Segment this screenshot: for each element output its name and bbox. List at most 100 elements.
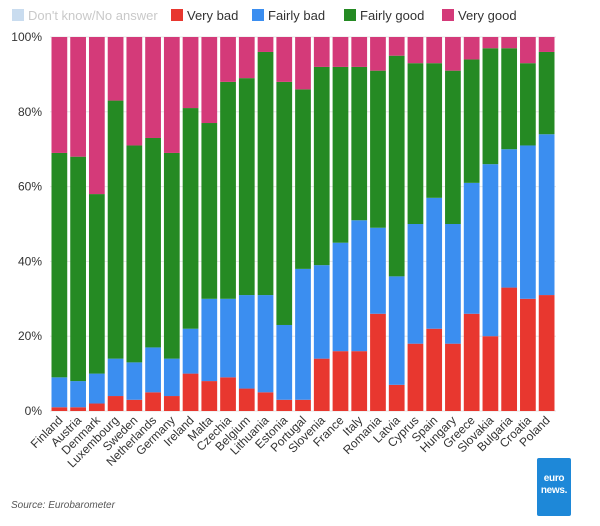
bar-segment-fairly-good[interactable] xyxy=(501,48,518,150)
bar-segment-very-bad[interactable] xyxy=(201,381,218,411)
bar-segment-very-good[interactable] xyxy=(163,37,180,153)
bar-segment-fairly-bad[interactable] xyxy=(145,347,161,393)
bar-segment-very-bad[interactable] xyxy=(238,388,255,411)
bar-segment-fairly-bad[interactable] xyxy=(51,377,68,408)
bar-segment-very-good[interactable] xyxy=(313,37,330,67)
bar-segment-fairly-bad[interactable] xyxy=(463,182,480,314)
bar-segment-very-bad[interactable] xyxy=(538,295,555,411)
bar-segment-fairly-good[interactable] xyxy=(107,100,124,359)
legend-item-fairly-good[interactable]: Fairly good xyxy=(344,6,424,24)
bar-segment-very-good[interactable] xyxy=(351,37,368,67)
bar-segment-very-bad[interactable] xyxy=(351,351,368,411)
bar-segment-very-bad[interactable] xyxy=(88,403,105,411)
bar-segment-fairly-good[interactable] xyxy=(332,66,349,243)
bar-segment-very-good[interactable] xyxy=(426,37,443,64)
bar-segment-very-good[interactable] xyxy=(388,37,405,56)
bar-segment-very-good[interactable] xyxy=(482,37,499,49)
bar-segment-fairly-good[interactable] xyxy=(145,137,161,348)
bar-segment-fairly-good[interactable] xyxy=(520,63,536,146)
bar-segment-fairly-bad[interactable] xyxy=(220,298,236,378)
bar-segment-very-good[interactable] xyxy=(520,37,536,64)
bar-segment-very-good[interactable] xyxy=(182,37,199,109)
bar-segment-very-good[interactable] xyxy=(70,37,86,157)
bar-segment-very-bad[interactable] xyxy=(145,392,161,411)
bar-segment-fairly-good[interactable] xyxy=(463,59,480,183)
bar-segment-fairly-bad[interactable] xyxy=(238,295,255,389)
bar-segment-very-bad[interactable] xyxy=(445,343,461,411)
bar-segment-very-good[interactable] xyxy=(238,37,255,79)
bar-segment-very-bad[interactable] xyxy=(482,336,499,411)
bar-segment-fairly-good[interactable] xyxy=(51,152,68,378)
bar-segment-fairly-bad[interactable] xyxy=(107,358,124,397)
bar-segment-very-bad[interactable] xyxy=(276,399,293,411)
bar-segment-very-bad[interactable] xyxy=(313,358,330,411)
bar-segment-very-bad[interactable] xyxy=(295,399,311,411)
bar-segment-very-bad[interactable] xyxy=(51,407,68,411)
bar-segment-very-bad[interactable] xyxy=(463,313,480,411)
bar-segment-very-bad[interactable] xyxy=(220,377,236,411)
bar-segment-fairly-good[interactable] xyxy=(313,66,330,266)
bar-segment-fairly-bad[interactable] xyxy=(88,373,105,404)
bar-segment-very-good[interactable] xyxy=(407,37,424,64)
bar-segment-fairly-good[interactable] xyxy=(426,63,443,198)
bar-segment-very-good[interactable] xyxy=(220,37,236,82)
bar-segment-very-good[interactable] xyxy=(51,37,68,153)
bar-segment-very-good[interactable] xyxy=(126,37,143,146)
bar-segment-fairly-bad[interactable] xyxy=(388,276,405,385)
legend-item-very-bad[interactable]: Very bad xyxy=(171,6,238,24)
bar-segment-fairly-bad[interactable] xyxy=(276,324,293,400)
bar-segment-fairly-good[interactable] xyxy=(88,194,105,374)
bar-segment-fairly-good[interactable] xyxy=(538,51,555,135)
bar-segment-very-good[interactable] xyxy=(201,37,218,124)
bar-segment-fairly-bad[interactable] xyxy=(313,265,330,359)
bar-segment-very-good[interactable] xyxy=(445,37,461,71)
bar-segment-fairly-bad[interactable] xyxy=(257,295,274,393)
bar-segment-fairly-bad[interactable] xyxy=(126,362,143,400)
bar-segment-very-bad[interactable] xyxy=(70,407,86,411)
bar-segment-very-bad[interactable] xyxy=(388,384,405,411)
bar-segment-fairly-good[interactable] xyxy=(388,55,405,277)
bar-segment-very-bad[interactable] xyxy=(126,399,143,411)
bar-segment-fairly-bad[interactable] xyxy=(70,381,86,408)
bar-segment-fairly-bad[interactable] xyxy=(201,298,218,382)
bar-segment-very-good[interactable] xyxy=(88,37,105,195)
bar-segment-very-bad[interactable] xyxy=(426,328,443,411)
bar-segment-fairly-bad[interactable] xyxy=(520,145,536,299)
bar-segment-fairly-good[interactable] xyxy=(351,66,368,221)
bar-segment-fairly-good[interactable] xyxy=(238,78,255,296)
bar-segment-fairly-good[interactable] xyxy=(295,89,311,269)
bar-segment-fairly-bad[interactable] xyxy=(445,224,461,344)
bar-segment-very-good[interactable] xyxy=(145,37,161,138)
legend-item-very-good[interactable]: Very good xyxy=(442,6,517,24)
bar-segment-fairly-good[interactable] xyxy=(70,156,86,382)
bar-segment-fairly-bad[interactable] xyxy=(482,164,499,337)
bar-segment-very-bad[interactable] xyxy=(257,392,274,411)
bar-segment-very-bad[interactable] xyxy=(501,287,518,411)
bar-segment-very-good[interactable] xyxy=(107,37,124,101)
legend-item-dont-know[interactable]: Don't know/No answer xyxy=(12,6,158,24)
bar-segment-fairly-good[interactable] xyxy=(163,152,180,359)
bar-segment-very-bad[interactable] xyxy=(107,396,124,411)
bar-segment-very-bad[interactable] xyxy=(182,373,199,411)
bar-segment-fairly-good[interactable] xyxy=(445,70,461,224)
bar-segment-very-bad[interactable] xyxy=(332,351,349,411)
bar-segment-fairly-bad[interactable] xyxy=(407,224,424,344)
bar-segment-very-good[interactable] xyxy=(538,37,555,52)
bar-segment-very-bad[interactable] xyxy=(370,313,386,411)
bar-segment-fairly-bad[interactable] xyxy=(332,242,349,352)
bar-segment-fairly-good[interactable] xyxy=(220,81,236,299)
bar-segment-fairly-good[interactable] xyxy=(201,123,218,299)
bar-segment-fairly-good[interactable] xyxy=(276,81,293,325)
bar-segment-fairly-bad[interactable] xyxy=(163,358,180,397)
bar-segment-fairly-good[interactable] xyxy=(257,51,274,296)
bar-segment-very-good[interactable] xyxy=(295,37,311,90)
bar-segment-very-good[interactable] xyxy=(257,37,274,52)
bar-segment-fairly-good[interactable] xyxy=(482,48,499,165)
bar-segment-very-bad[interactable] xyxy=(163,396,180,411)
bar-segment-fairly-bad[interactable] xyxy=(370,227,386,314)
bar-segment-very-good[interactable] xyxy=(370,37,386,71)
bar-segment-very-good[interactable] xyxy=(276,37,293,82)
bar-segment-fairly-bad[interactable] xyxy=(538,134,555,296)
bar-segment-fairly-good[interactable] xyxy=(126,145,143,363)
bar-segment-very-bad[interactable] xyxy=(407,343,424,411)
